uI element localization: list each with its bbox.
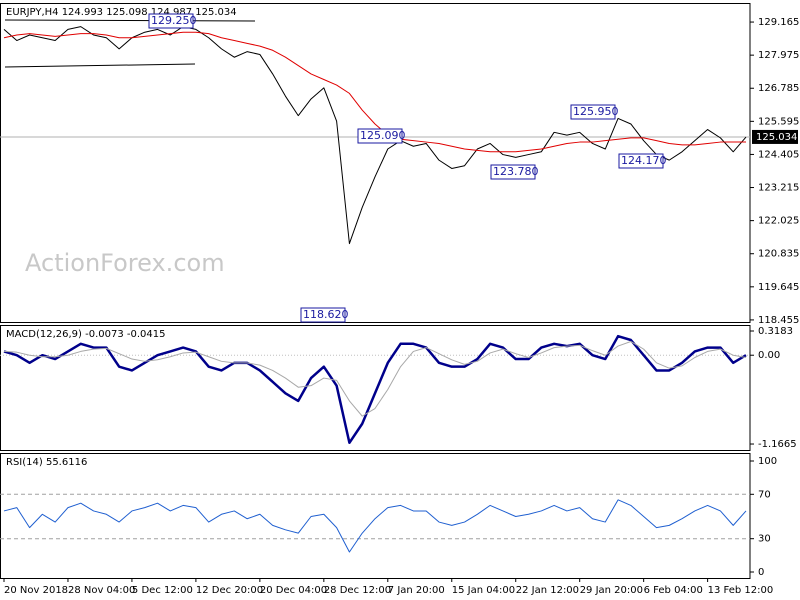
pane-frame	[0, 325, 751, 451]
y-tick-label: 126.785	[758, 83, 799, 94]
y-tick-label: 122.025	[758, 216, 799, 227]
x-tick-label: 12 Dec 20:00	[196, 585, 263, 596]
y-tick-label: 0.00	[758, 350, 780, 361]
series-line	[3, 341, 747, 417]
annotation: 118.620	[303, 308, 349, 321]
annotation-box	[357, 128, 403, 144]
x-tick-label: 22 Jan 12:00	[516, 585, 579, 596]
pane-title: MACD(12,26,9) -0.0073 -0.0415	[6, 329, 166, 340]
y-tick-label: 120.835	[758, 249, 799, 260]
pane-frame	[0, 453, 751, 579]
x-tick-label: 20 Dec 04:00	[260, 585, 327, 596]
annotation: 129.250	[151, 14, 197, 27]
annotation: 125.090	[360, 129, 406, 142]
y-tick-label: -1.1665	[758, 439, 797, 450]
series-line	[3, 334, 747, 445]
x-tick-label: 5 Dec 12:00	[132, 585, 193, 596]
last-price-label: 125.034	[756, 132, 797, 143]
annotation-box	[300, 307, 346, 323]
y-tick-label: 118.455	[758, 315, 799, 326]
x-tick-label: 13 Feb 12:00	[708, 585, 774, 596]
y-tick-label: 129.165	[758, 17, 799, 28]
y-tick-label: 70	[758, 489, 771, 500]
annotation-box	[570, 104, 616, 120]
series-line	[3, 499, 747, 553]
series-line	[3, 26, 747, 245]
x-tick-label: 28 Dec 12:00	[324, 585, 391, 596]
watermark: ActionForex.com	[25, 249, 225, 277]
y-tick-label: 0.3183	[758, 326, 793, 337]
x-tick-label: 20 Nov 2018	[4, 585, 68, 596]
pane-title: RSI(14) 55.6116	[6, 457, 87, 468]
series-line	[3, 31, 746, 153]
y-tick-label: 125.595	[758, 116, 799, 127]
x-tick-label: 7 Jan 20:00	[388, 585, 445, 596]
annotation: 123.780	[493, 165, 539, 178]
y-tick-label: 124.405	[758, 149, 799, 160]
pane-frame	[0, 3, 751, 323]
y-tick-label: 119.645	[758, 282, 799, 293]
annotation-box	[148, 13, 194, 29]
y-tick-label: 0	[758, 567, 764, 578]
y-tick-label: 100	[758, 456, 777, 467]
last-price-box	[752, 129, 798, 144]
x-tick-label: 29 Jan 20:00	[580, 585, 643, 596]
annotation-box	[618, 153, 664, 169]
y-tick-label: 127.975	[758, 50, 799, 61]
x-tick-label: 15 Jan 04:00	[452, 585, 515, 596]
y-tick-label: 30	[758, 534, 771, 545]
pane-title: EURJPY,H4 124.993 125.098 124.987 125.03…	[6, 7, 237, 18]
channel-line	[4, 63, 196, 68]
x-tick-label: 28 Nov 04:00	[68, 585, 135, 596]
channel-line	[4, 19, 256, 22]
x-tick-label: 6 Feb 04:00	[644, 585, 703, 596]
annotation: 124.170	[621, 154, 667, 167]
y-tick-label: 123.215	[758, 183, 799, 194]
annotation: 125.950	[573, 105, 619, 118]
annotation-box	[490, 164, 536, 180]
